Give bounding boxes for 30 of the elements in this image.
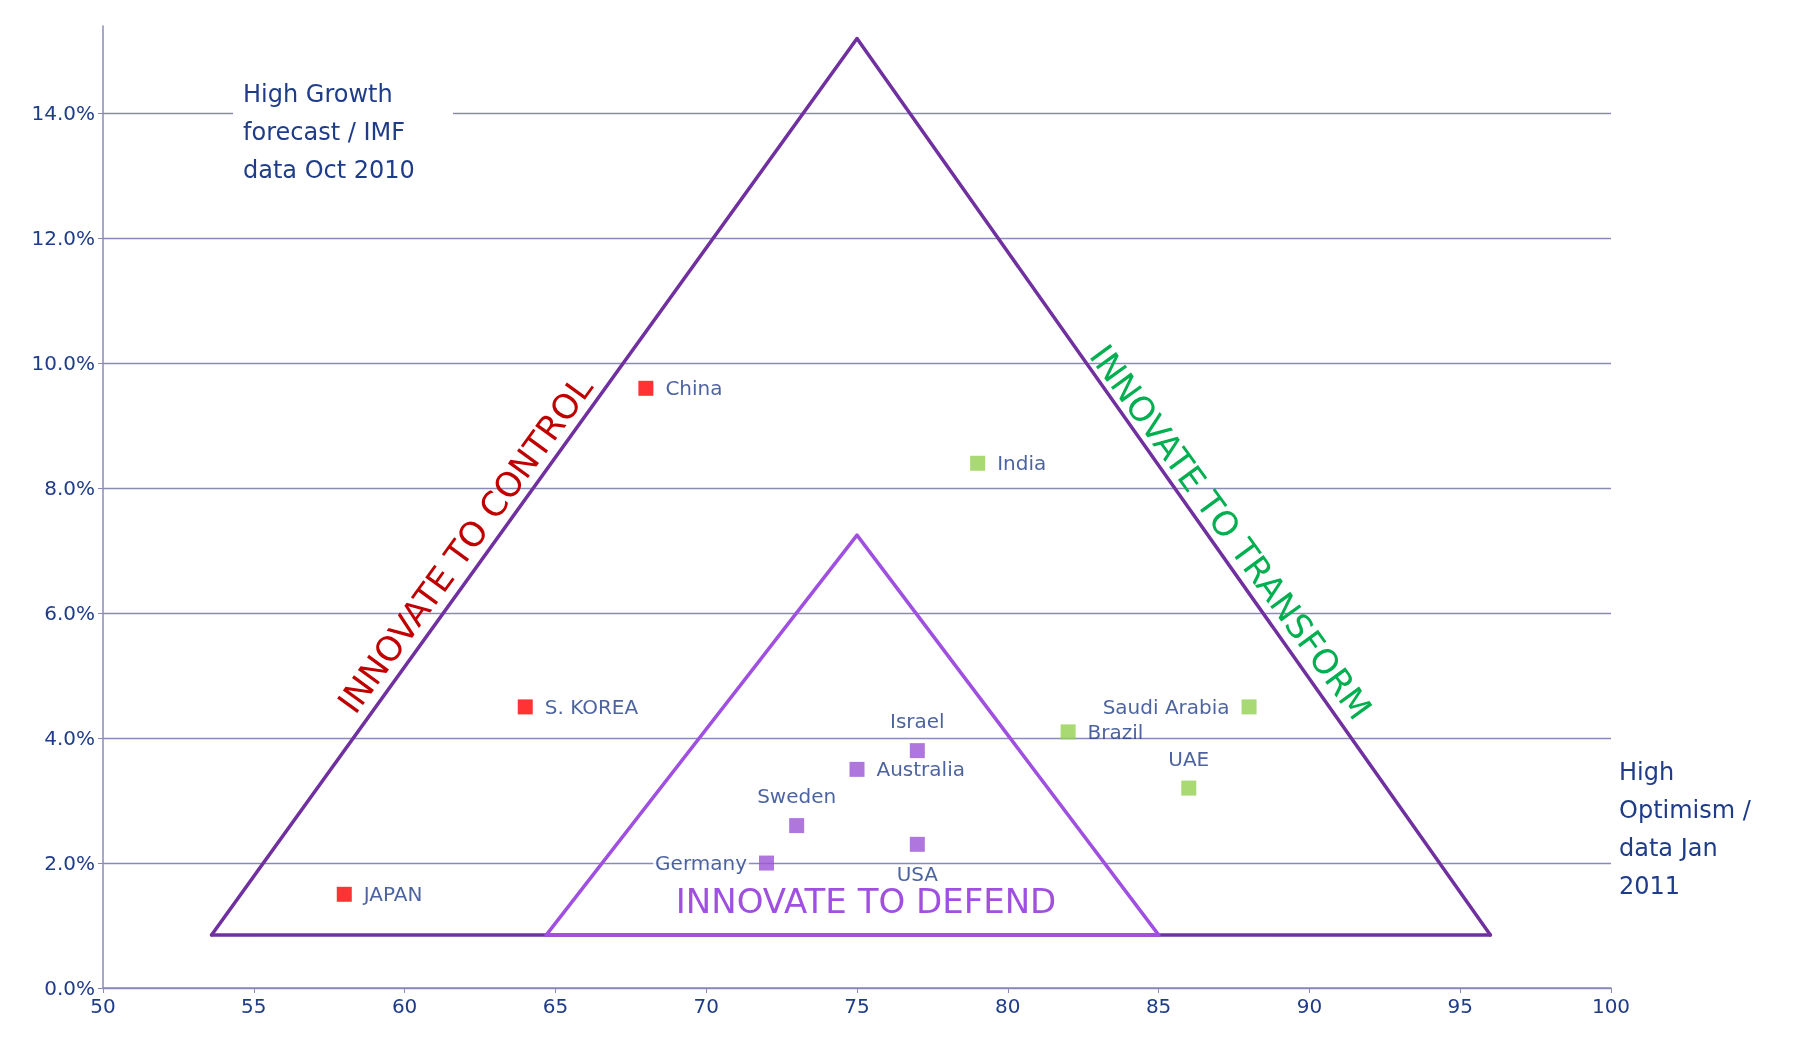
y-tick-label: 6.0% — [44, 601, 95, 626]
series-label: Saudi Arabia — [1102, 694, 1230, 719]
series-label: India — [997, 451, 1047, 476]
x-tick-label: 95 — [1447, 994, 1473, 1018]
y-axis-title: High Growth forecast / IMF data Oct 2010 — [243, 80, 415, 184]
series-label: Israel — [889, 709, 945, 734]
x-tick-label: 75 — [844, 994, 870, 1018]
series-label: Australia — [876, 757, 965, 782]
y-tick-label: 10.0% — [31, 351, 95, 376]
x-tick-label: 65 — [542, 994, 569, 1018]
series-label: Germany — [655, 851, 748, 876]
series-label: UAE — [1168, 746, 1210, 771]
series-label: JAPAN — [361, 882, 423, 907]
series-label: Sweden — [757, 784, 837, 809]
x-tick-label: 85 — [1145, 994, 1172, 1018]
series-label: S. KOREA — [544, 694, 639, 719]
series-label: China — [665, 376, 723, 401]
x-tick-label: 100 — [1591, 994, 1631, 1018]
x-tick-label: 80 — [995, 994, 1021, 1018]
y-tick-label: 8.0% — [44, 476, 95, 501]
x-tick-label: 55 — [241, 994, 267, 1018]
x-tick-label: 70 — [693, 994, 719, 1018]
y-tick-label: 12.0% — [31, 226, 95, 251]
series-label: Brazil — [1087, 719, 1144, 744]
x-axis-title: High Optimism / data Jan 2011 — [1619, 758, 1759, 900]
x-tick-label: 60 — [391, 994, 418, 1018]
y-tick-label: 2.0% — [44, 851, 95, 876]
y-tick-label: 4.0% — [44, 726, 95, 751]
y-tick-label: 14.0% — [31, 101, 95, 126]
x-tick-label: 90 — [1296, 994, 1323, 1018]
